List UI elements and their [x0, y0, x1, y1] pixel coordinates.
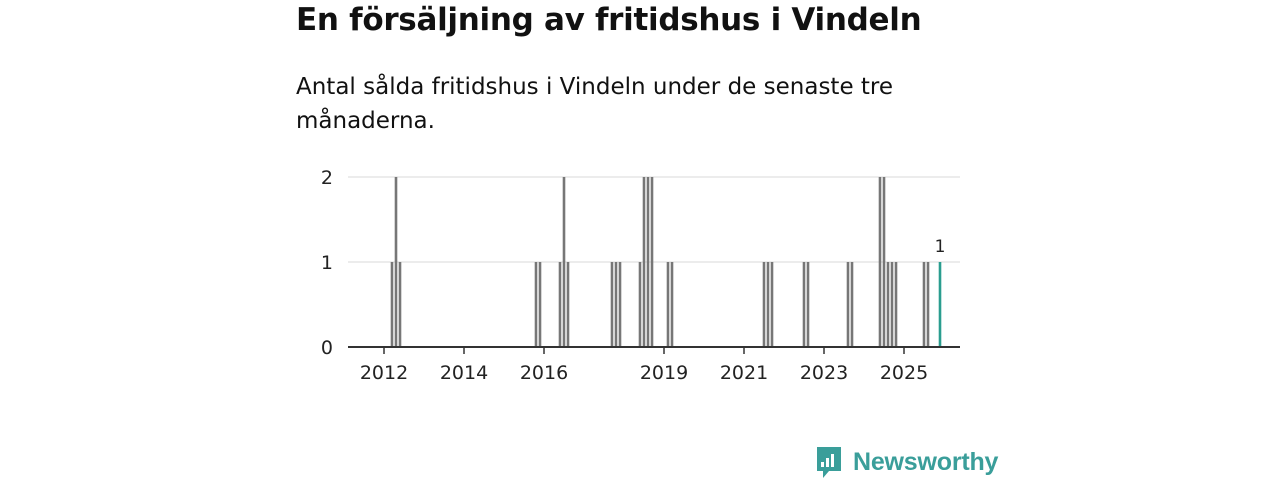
bar	[666, 262, 670, 347]
chart-bars	[390, 177, 942, 347]
y-tick-label: 2	[321, 167, 333, 189]
chart-labels: 0 1 2 1 2012 2014 2016 2019 2021 2023 2025	[321, 167, 946, 384]
brand-name: Newsworthy	[853, 447, 999, 476]
x-tick-label: 2025	[880, 362, 928, 384]
chart-axes	[348, 346, 960, 354]
bar	[566, 262, 570, 347]
x-tick-label: 2019	[640, 362, 688, 384]
x-tick-label: 2023	[800, 362, 848, 384]
bar	[538, 262, 542, 347]
bar	[886, 262, 890, 347]
bar	[670, 262, 674, 347]
bar	[890, 262, 894, 347]
bar	[882, 177, 886, 347]
bar	[558, 262, 562, 347]
bar	[650, 177, 654, 347]
y-tick-label: 1	[321, 252, 333, 274]
bar	[766, 262, 770, 347]
bar	[614, 262, 618, 347]
bar	[534, 262, 538, 347]
brand-logo: Newsworthy	[815, 445, 998, 479]
x-tick-label: 2021	[720, 362, 768, 384]
chart-title: En försäljning av fritidshus i Vindeln	[296, 2, 922, 38]
bar	[638, 262, 642, 347]
newsworthy-logo-icon	[817, 447, 841, 478]
bar	[770, 262, 774, 347]
bar-latest	[938, 262, 942, 347]
x-tick-label: 2014	[440, 362, 488, 384]
bar	[646, 177, 650, 347]
bar	[562, 177, 566, 347]
bar	[846, 262, 850, 347]
bar	[878, 177, 882, 347]
bar	[922, 262, 926, 347]
bar	[398, 262, 402, 347]
bar	[850, 262, 854, 347]
chart-subtitle: Antal sålda fritidshus i Vindeln under d…	[296, 74, 894, 134]
y-tick-label: 0	[321, 337, 333, 359]
x-tick-label: 2012	[360, 362, 408, 384]
bar	[806, 262, 810, 347]
bar	[926, 262, 930, 347]
bar	[610, 262, 614, 347]
x-tick-label: 2016	[520, 362, 568, 384]
bar	[894, 262, 898, 347]
latest-value-label: 1	[935, 237, 946, 257]
bar	[802, 262, 806, 347]
bar	[642, 177, 646, 347]
bar	[394, 177, 398, 347]
chart-grid	[348, 176, 960, 263]
bar	[618, 262, 622, 347]
bar	[390, 262, 394, 347]
bar	[762, 262, 766, 347]
